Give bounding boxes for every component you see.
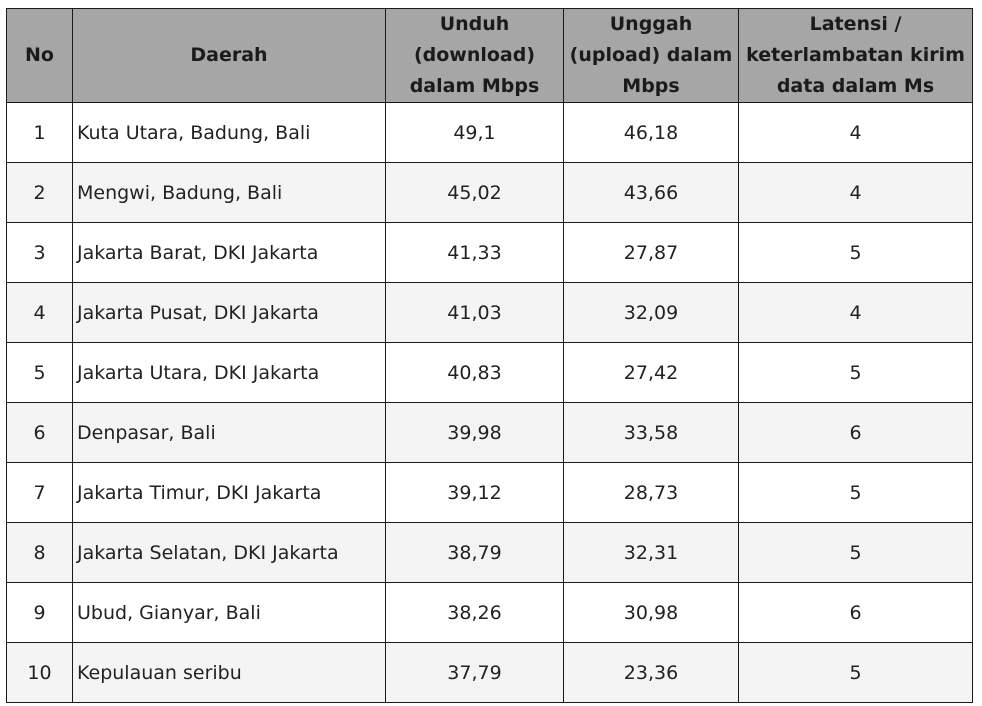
cell-region: Jakarta Timur, DKI Jakarta [72,462,386,523]
cell-latency: 4 [738,162,973,223]
cell-upload: 27,42 [563,342,739,403]
cell-latency: 5 [738,522,973,583]
cell-latency: 6 [738,582,973,643]
cell-no: 4 [6,282,73,343]
cell-download: 49,1 [385,102,564,163]
cell-no: 6 [6,402,73,463]
cell-region: Ubud, Gianyar, Bali [72,582,386,643]
cell-latency: 5 [738,222,973,283]
cell-no: 9 [6,582,73,643]
cell-latency: 5 [738,642,973,703]
cell-latency: 6 [738,402,973,463]
table-row: 4 Jakarta Pusat, DKI Jakarta 41,03 32,09… [6,282,973,343]
cell-upload: 46,18 [563,102,739,163]
cell-latency: 5 [738,462,973,523]
cell-download: 38,26 [385,582,564,643]
cell-download: 38,79 [385,522,564,583]
cell-download: 40,83 [385,342,564,403]
cell-region: Denpasar, Bali [72,402,386,463]
cell-no: 2 [6,162,73,223]
cell-region: Jakarta Barat, DKI Jakarta [72,222,386,283]
cell-upload: 33,58 [563,402,739,463]
cell-upload: 23,36 [563,642,739,703]
cell-no: 5 [6,342,73,403]
table-row: 7 Jakarta Timur, DKI Jakarta 39,12 28,73… [6,462,973,523]
table-row: 5 Jakarta Utara, DKI Jakarta 40,83 27,42… [6,342,973,403]
header-row: No Daerah Unduh (download) dalam Mbps Un… [6,8,973,103]
cell-latency: 5 [738,342,973,403]
table-body: 1 Kuta Utara, Badung, Bali 49,1 46,18 4 … [6,102,973,703]
header-latency: Latensi / keterlambatan kirim data dalam… [738,8,973,103]
cell-region: Jakarta Selatan, DKI Jakarta [72,522,386,583]
cell-no: 8 [6,522,73,583]
cell-region: Kuta Utara, Badung, Bali [72,102,386,163]
cell-no: 1 [6,102,73,163]
table-row: 10 Kepulauan seribu 37,79 23,36 5 [6,642,973,703]
table-row: 6 Denpasar, Bali 39,98 33,58 6 [6,402,973,463]
cell-region: Kepulauan seribu [72,642,386,703]
table-row: 3 Jakarta Barat, DKI Jakarta 41,33 27,87… [6,222,973,283]
cell-upload: 27,87 [563,222,739,283]
header-upload: Unggah (upload) dalam Mbps [563,8,739,103]
cell-region: Jakarta Utara, DKI Jakarta [72,342,386,403]
table-row: 8 Jakarta Selatan, DKI Jakarta 38,79 32,… [6,522,973,583]
cell-latency: 4 [738,102,973,163]
speed-table: No Daerah Unduh (download) dalam Mbps Un… [6,8,973,703]
cell-upload: 43,66 [563,162,739,223]
header-no: No [6,8,73,103]
cell-download: 45,02 [385,162,564,223]
table-row: 2 Mengwi, Badung, Bali 45,02 43,66 4 [6,162,973,223]
cell-upload: 30,98 [563,582,739,643]
cell-download: 39,12 [385,462,564,523]
cell-download: 39,98 [385,402,564,463]
cell-region: Jakarta Pusat, DKI Jakarta [72,282,386,343]
cell-no: 7 [6,462,73,523]
cell-download: 37,79 [385,642,564,703]
table-header: No Daerah Unduh (download) dalam Mbps Un… [6,8,973,103]
cell-latency: 4 [738,282,973,343]
cell-download: 41,33 [385,222,564,283]
cell-download: 41,03 [385,282,564,343]
cell-upload: 32,09 [563,282,739,343]
header-download: Unduh (download) dalam Mbps [385,8,564,103]
table-row: 1 Kuta Utara, Badung, Bali 49,1 46,18 4 [6,102,973,163]
cell-upload: 32,31 [563,522,739,583]
cell-no: 3 [6,222,73,283]
table-row: 9 Ubud, Gianyar, Bali 38,26 30,98 6 [6,582,973,643]
cell-no: 10 [6,642,73,703]
cell-upload: 28,73 [563,462,739,523]
cell-region: Mengwi, Badung, Bali [72,162,386,223]
header-region: Daerah [72,8,386,103]
